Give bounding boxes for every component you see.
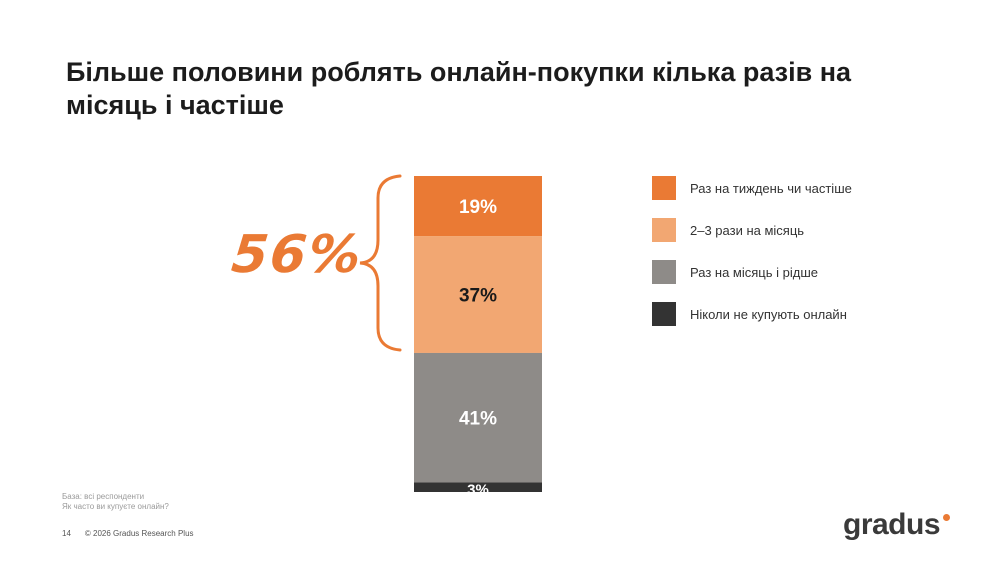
footnote: База: всі респонденти Як часто ви купуєт…	[62, 492, 169, 512]
footnote-base: База: всі респонденти	[62, 492, 145, 501]
page-number: 14	[62, 529, 71, 538]
legend-swatch	[652, 302, 676, 326]
highlight-total: 56%	[228, 225, 366, 285]
legend-swatch	[652, 260, 676, 284]
legend-item-1: Раз на тиждень чи частіше	[652, 176, 952, 200]
legend-label: Ніколи не купують онлайн	[690, 306, 847, 322]
legend-item-3: Раз на місяць і рідше	[652, 260, 952, 284]
data-label-segment-4: 3%	[467, 481, 489, 498]
legend-swatch	[652, 218, 676, 242]
bar-segment-4	[414, 482, 542, 492]
legend-label: Раз на місяць і рідше	[690, 264, 818, 280]
data-label-segment-1: 19%	[459, 197, 497, 218]
legend-swatch	[652, 176, 676, 200]
bar-segment-3	[414, 352, 542, 483]
copyright: © 2026 Gradus Research Plus	[84, 529, 194, 538]
data-label-segment-2: 37%	[459, 286, 497, 307]
logo-dot	[943, 514, 950, 521]
data-label-segment-3: 41%	[459, 409, 497, 430]
legend-item-4: Ніколи не купують онлайн	[652, 302, 952, 326]
slide-title: Більше половини роблять онлайн-покупки к…	[66, 57, 852, 120]
legend-label: 2–3 рази на місяць	[690, 222, 805, 238]
legend-item-2: 2–3 рази на місяць	[652, 218, 952, 242]
bar-segment-1	[414, 176, 542, 237]
legend-label: Раз на тиждень чи частіше	[690, 180, 852, 196]
bar-segment-2	[414, 236, 542, 353]
gradus-logo: gradus	[843, 508, 941, 541]
footnote-question: Як часто ви купуєте онлайн?	[62, 502, 169, 511]
slide-footer: 14 © 2026 Gradus Research Plus	[62, 529, 194, 538]
curly-brace	[359, 174, 402, 352]
